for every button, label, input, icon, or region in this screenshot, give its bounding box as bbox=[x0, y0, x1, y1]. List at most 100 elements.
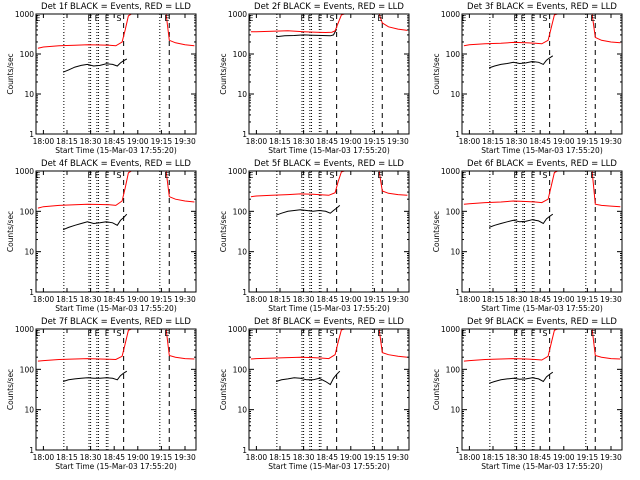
x-tick-label: 18:45 bbox=[316, 295, 338, 304]
event-marker-label: S bbox=[542, 329, 547, 338]
x-tick-label: 18:45 bbox=[103, 137, 125, 146]
event-marker-label: E bbox=[35, 14, 40, 23]
event-marker-label: S bbox=[329, 329, 334, 338]
panel-title: Det 9f BLACK = Events, RED = LLD bbox=[467, 317, 617, 327]
x-tick-label: 18:30 bbox=[506, 295, 528, 304]
lld-series-line bbox=[250, 171, 408, 198]
plot-frame bbox=[35, 328, 197, 451]
y-tick-label: 10 bbox=[24, 248, 34, 257]
event-marker-label: F bbox=[318, 329, 323, 338]
y-tick-label: 1 bbox=[29, 446, 34, 455]
x-tick-label: 18:00 bbox=[459, 295, 481, 304]
event-marker-label: F bbox=[531, 14, 536, 23]
y-axis-label: Counts/sec bbox=[432, 369, 441, 410]
x-tick-label: 18:15 bbox=[482, 295, 504, 304]
y-tick-label: 1000 bbox=[228, 325, 247, 334]
x-tick-label: 18:30 bbox=[506, 137, 528, 146]
event-marker-label: F bbox=[521, 14, 526, 23]
plot-frame bbox=[461, 13, 623, 135]
y-tick-label: 1000 bbox=[441, 10, 460, 19]
x-tick-label: 18:15 bbox=[56, 295, 78, 304]
events-series-line bbox=[275, 205, 341, 216]
event-marker-label: E bbox=[35, 329, 40, 338]
event-marker-label: F bbox=[521, 171, 526, 180]
x-axis-label: Start Time (15-Mar-03 17:55:20) bbox=[268, 462, 390, 471]
x-tick-label: 18:45 bbox=[316, 137, 338, 146]
x-tick-label: 18:30 bbox=[506, 453, 528, 462]
event-marker-label: E bbox=[248, 329, 253, 338]
event-marker-label: F bbox=[521, 329, 526, 338]
lld-series-line bbox=[250, 329, 408, 360]
event-marker-label: F bbox=[514, 14, 519, 23]
x-tick-label: 18:45 bbox=[103, 295, 125, 304]
y-tick-label: 100 bbox=[20, 50, 35, 59]
x-tick-label: 19:30 bbox=[174, 295, 196, 304]
event-marker-label: F bbox=[105, 171, 110, 180]
x-tick-label: 19:00 bbox=[340, 295, 362, 304]
y-axis-label: Counts/sec bbox=[219, 369, 228, 410]
panel-title: Det 7f BLACK = Events, RED = LLD bbox=[41, 317, 191, 327]
x-tick-label: 19:00 bbox=[127, 137, 149, 146]
x-axis-label: Start Time (15-Mar-03 17:55:20) bbox=[55, 146, 177, 155]
x-tick-label: 19:30 bbox=[600, 137, 622, 146]
y-tick-label: 1000 bbox=[15, 10, 34, 19]
x-tick-label: 18:15 bbox=[56, 453, 78, 462]
event-marker-label: E bbox=[590, 14, 595, 23]
x-tick-label: 18:15 bbox=[269, 453, 291, 462]
x-tick-label: 18:00 bbox=[246, 453, 268, 462]
y-tick-label: 100 bbox=[20, 365, 35, 374]
y-tick-label: 10 bbox=[450, 406, 460, 415]
panel-title: Det 4f BLACK = Events, RED = LLD bbox=[41, 159, 191, 169]
plot-frame bbox=[461, 170, 623, 293]
x-axis-label: Start Time (15-Mar-03 17:55:20) bbox=[268, 146, 390, 155]
events-series-line bbox=[62, 213, 128, 231]
event-marker-label: F bbox=[95, 14, 100, 23]
x-tick-label: 18:15 bbox=[269, 137, 291, 146]
x-tick-label: 19:00 bbox=[340, 137, 362, 146]
event-marker-label: F bbox=[514, 171, 519, 180]
x-axis-label: Start Time (15-Mar-03 17:55:20) bbox=[481, 462, 603, 471]
x-tick-label: 19:00 bbox=[553, 295, 575, 304]
x-tick-label: 19:15 bbox=[151, 295, 173, 304]
y-tick-label: 10 bbox=[450, 248, 460, 257]
x-tick-label: 19:00 bbox=[553, 137, 575, 146]
x-tick-label: 18:15 bbox=[482, 137, 504, 146]
lld-series-line bbox=[463, 14, 621, 47]
event-marker-label: F bbox=[308, 14, 313, 23]
y-tick-label: 10 bbox=[24, 406, 34, 415]
x-axis-label: Start Time (15-Mar-03 17:55:20) bbox=[55, 462, 177, 471]
panel-title: Det 2f BLACK = Events, RED = LLD bbox=[254, 2, 404, 12]
x-tick-label: 19:00 bbox=[340, 453, 362, 462]
x-axis-label: Start Time (15-Mar-03 17:55:20) bbox=[481, 304, 603, 313]
x-tick-label: 18:30 bbox=[293, 295, 315, 304]
y-axis-label: Counts/sec bbox=[6, 369, 15, 410]
x-tick-label: 18:00 bbox=[33, 137, 55, 146]
panel-title: Det 8f BLACK = Events, RED = LLD bbox=[254, 317, 404, 327]
x-tick-label: 18:15 bbox=[482, 453, 504, 462]
event-marker-label: E bbox=[377, 14, 382, 23]
x-tick-label: 18:00 bbox=[246, 295, 268, 304]
event-marker-label: S bbox=[329, 14, 334, 23]
panel-title: Det 3f BLACK = Events, RED = LLD bbox=[467, 2, 617, 12]
x-tick-label: 19:15 bbox=[364, 295, 386, 304]
y-tick-label: 100 bbox=[20, 207, 35, 216]
x-tick-label: 19:00 bbox=[127, 453, 149, 462]
events-series-line bbox=[275, 370, 341, 386]
x-tick-label: 19:15 bbox=[577, 295, 599, 304]
x-tick-label: 18:45 bbox=[529, 453, 551, 462]
panel-title: Det 1f BLACK = Events, RED = LLD bbox=[41, 2, 191, 12]
event-marker-label: E bbox=[248, 171, 253, 180]
x-tick-label: 18:15 bbox=[56, 137, 78, 146]
x-tick-label: 18:00 bbox=[33, 453, 55, 462]
event-marker-label: E bbox=[164, 14, 169, 23]
y-tick-label: 1000 bbox=[228, 10, 247, 19]
y-tick-label: 10 bbox=[237, 90, 247, 99]
x-axis-label: Start Time (15-Mar-03 17:55:20) bbox=[481, 146, 603, 155]
x-tick-label: 19:15 bbox=[151, 137, 173, 146]
x-tick-label: 19:00 bbox=[127, 295, 149, 304]
